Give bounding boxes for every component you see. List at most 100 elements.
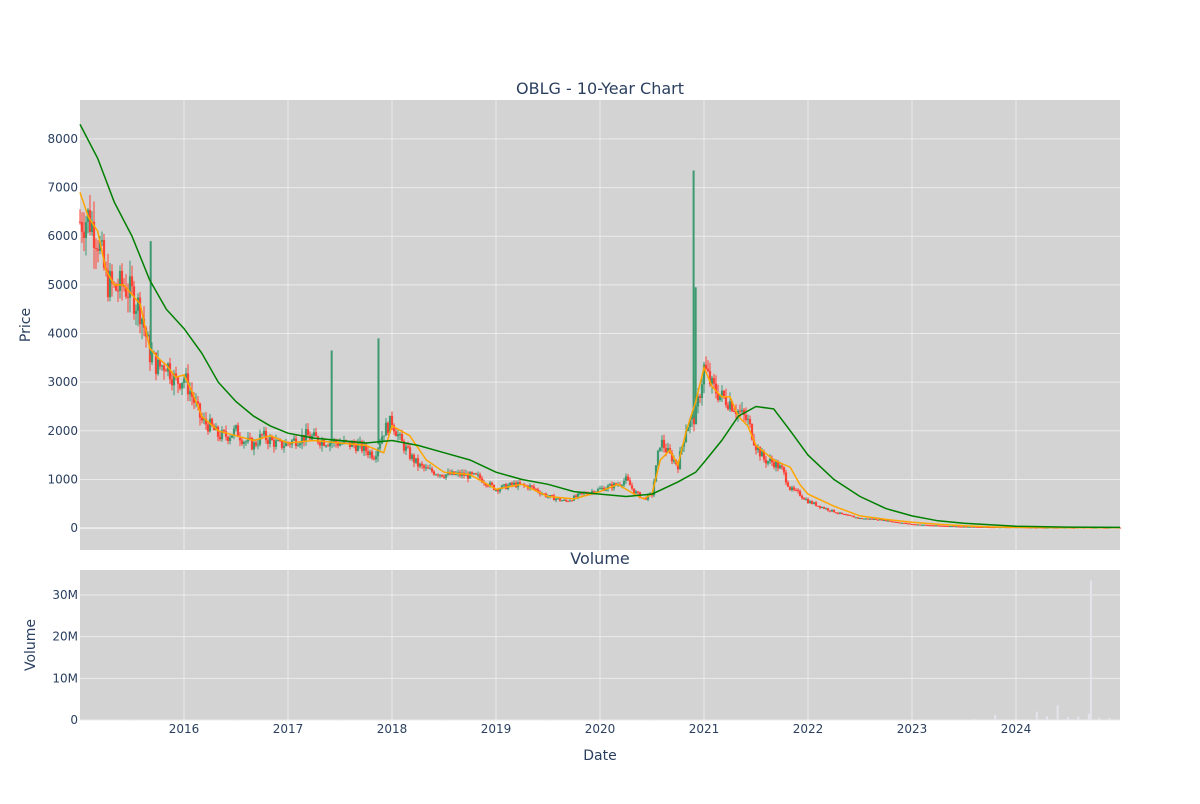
candle-up <box>368 451 372 456</box>
candle-up <box>338 443 342 446</box>
candle-up <box>98 241 102 251</box>
candle-up <box>180 382 184 389</box>
candle-down <box>518 482 522 485</box>
candle-up <box>230 435 234 438</box>
candle-down <box>216 426 220 437</box>
candle-down <box>224 431 228 437</box>
candle-up <box>434 474 438 476</box>
candle-down <box>532 486 536 489</box>
candle-down <box>726 405 730 410</box>
price-gridlines <box>80 100 1120 550</box>
candle-down <box>266 440 270 445</box>
volume-bar <box>339 719 341 721</box>
candle-down <box>416 458 420 467</box>
candle-down <box>366 451 370 456</box>
candle-up <box>600 487 604 489</box>
candle-up <box>696 396 700 407</box>
candle-down <box>644 497 648 500</box>
candle-up <box>878 519 882 521</box>
candle-up <box>424 467 428 469</box>
candle-down <box>122 285 126 287</box>
candle-down <box>936 525 940 527</box>
candle-up <box>702 364 706 385</box>
candle-up <box>382 435 386 437</box>
candle-up <box>804 499 808 501</box>
candle-down <box>78 221 82 223</box>
candle-up <box>950 526 954 528</box>
candle-up <box>672 459 676 462</box>
candle-down <box>748 418 752 425</box>
candle-down <box>892 521 896 523</box>
candle-up <box>948 526 952 528</box>
candle-down <box>822 507 826 509</box>
candle-down <box>904 522 908 524</box>
candle-down <box>314 432 318 437</box>
candle-up <box>690 415 694 420</box>
candle-up <box>156 359 160 374</box>
candle-up <box>568 500 572 502</box>
candle-up <box>84 222 88 239</box>
candle-down <box>94 247 98 249</box>
candle-up <box>820 507 824 509</box>
candle-down <box>302 434 306 441</box>
candle-down <box>908 523 912 525</box>
candle-up <box>332 440 336 443</box>
candle-down <box>844 514 848 516</box>
candle-down <box>856 517 860 519</box>
candle-down <box>210 418 214 426</box>
candle-down <box>730 401 734 411</box>
candle-down <box>510 482 514 485</box>
candle-down <box>836 513 840 515</box>
candle-up <box>150 353 154 363</box>
candle-down <box>250 438 254 450</box>
candle-down <box>114 284 118 291</box>
candle-up <box>414 458 418 463</box>
x-tick-label: 2024 <box>1001 722 1032 736</box>
candle-down <box>170 379 174 386</box>
candle-down <box>390 415 394 426</box>
candle-down <box>412 454 416 463</box>
candle-down <box>280 440 284 448</box>
candle-up <box>500 485 504 489</box>
candle-up <box>900 522 904 524</box>
candle-down <box>898 522 902 524</box>
candle-down <box>978 526 982 528</box>
candle-down <box>894 521 898 523</box>
candle-down <box>570 500 574 502</box>
candle-down <box>976 526 980 528</box>
candle-up <box>384 422 388 436</box>
candle-down <box>318 442 322 446</box>
volume-bar <box>443 719 445 721</box>
price-y-tick-label: 6000 <box>47 229 78 243</box>
candle-down <box>552 495 556 501</box>
candle-up <box>562 499 566 501</box>
candle-down <box>406 446 410 448</box>
candle-down <box>306 429 310 436</box>
candle-up <box>396 434 400 437</box>
candle-up <box>578 493 582 495</box>
candle-up <box>778 465 782 469</box>
volume-bar <box>235 719 237 721</box>
candle-down <box>336 442 340 446</box>
candle-down <box>792 487 796 490</box>
candle-down <box>206 424 210 432</box>
candle-up <box>684 431 688 442</box>
candle-down <box>974 526 978 528</box>
chart-title: OBLG - 10-Year Chart <box>516 79 684 98</box>
price-candles <box>78 170 1122 529</box>
volume-y-tick-label: 10M <box>52 671 78 685</box>
candle-down <box>484 483 488 486</box>
candle-up <box>790 487 794 491</box>
candle-up <box>472 473 476 475</box>
candle-up <box>312 432 316 436</box>
candle-down <box>110 271 114 284</box>
candle-up <box>232 428 236 436</box>
candle-up <box>172 373 176 386</box>
volume-bar <box>131 719 133 721</box>
candle-down <box>334 440 338 443</box>
candle-down <box>360 441 364 452</box>
candle-down <box>914 524 918 526</box>
volume-bar <box>1108 717 1111 720</box>
